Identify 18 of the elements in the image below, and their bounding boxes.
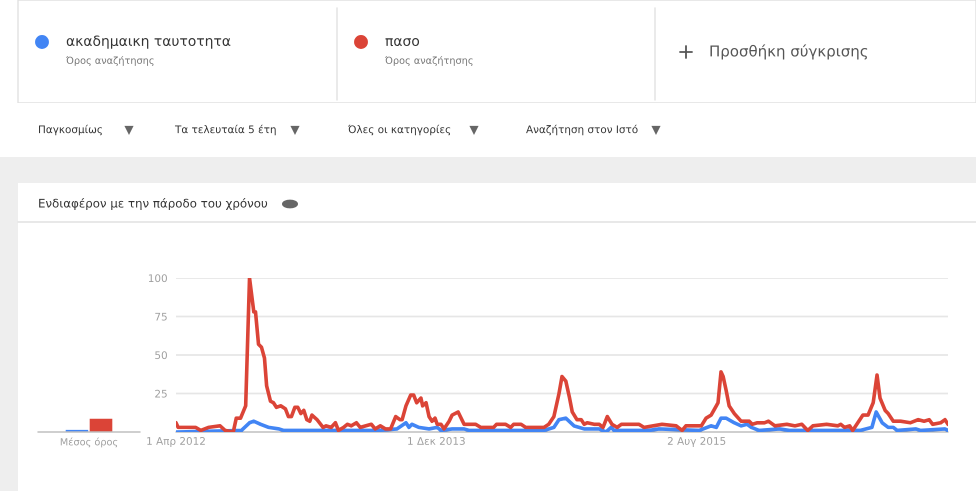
text: Προσθήκη σύγκρισης — [710, 44, 868, 60]
y-tick-label: 25 — [155, 390, 167, 398]
text: Όρος αναζήτησης — [66, 56, 154, 66]
legend-label: πασο — [386, 38, 420, 46]
text: Όλες οι κατηγορίες — [348, 124, 450, 136]
y-tick-label: 75 — [155, 312, 167, 321]
text: Τα τελευταία 5 έτη — [174, 124, 276, 136]
x-tick-label: Μέσος όρος — [60, 438, 118, 448]
y-tick-label: 50 — [155, 351, 167, 360]
legend-label: ακαδημαικη ταυτοτητα — [66, 36, 230, 49]
x-tick-label: 1 Δεκ 2013 — [408, 437, 465, 445]
x-tick-label: 2 Αυγ 2015 — [668, 437, 726, 447]
y-tick-label: 100 — [148, 274, 167, 282]
chart-title: Ενδιαφέρον με την πάροδο του χρόνου — [39, 198, 268, 210]
x-tick-label: 1 Απρ 2012 — [147, 437, 205, 447]
text: Όρος αναζήτησης — [384, 56, 473, 66]
text: Αναζήτηση στον Ιστό — [526, 124, 638, 136]
text: Παγκοσμίως — [39, 124, 102, 136]
